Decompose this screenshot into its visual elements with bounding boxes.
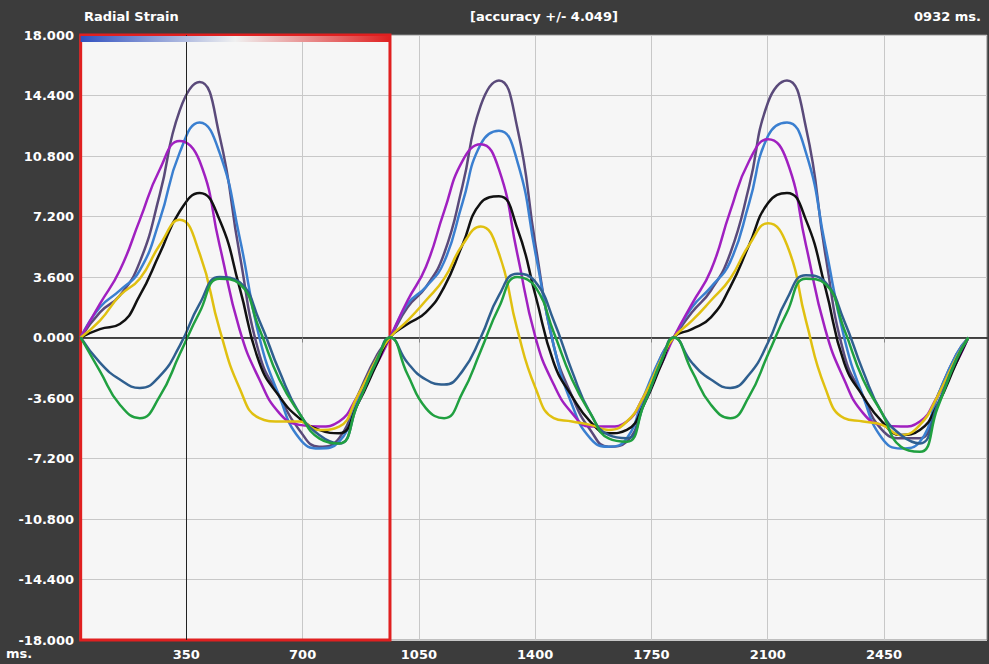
svg-text:18.000: 18.000 [24, 28, 74, 43]
svg-text:-10.800: -10.800 [18, 512, 74, 527]
svg-text:-3.600: -3.600 [27, 391, 74, 406]
svg-text:7.200: 7.200 [33, 209, 74, 224]
svg-text:[accuracy +/- 4.049]: [accuracy +/- 4.049] [470, 9, 618, 24]
svg-text:2100: 2100 [750, 647, 786, 662]
svg-text:-14.400: -14.400 [18, 572, 74, 587]
svg-text:2450: 2450 [866, 647, 902, 662]
svg-text:3.600: 3.600 [33, 270, 74, 285]
svg-text:14.400: 14.400 [24, 88, 74, 103]
svg-text:ms.: ms. [6, 646, 32, 661]
svg-text:-18.000: -18.000 [18, 632, 74, 648]
svg-text:-7.200: -7.200 [27, 451, 74, 466]
svg-text:10.800: 10.800 [24, 149, 74, 164]
svg-text:700: 700 [289, 647, 316, 662]
svg-text:Radial Strain: Radial Strain [84, 9, 179, 24]
svg-text:1050: 1050 [401, 647, 437, 662]
svg-text:0932 ms.: 0932 ms. [914, 9, 981, 24]
svg-text:0.000: 0.000 [33, 330, 74, 345]
svg-text:350: 350 [173, 647, 200, 662]
svg-text:1400: 1400 [517, 647, 553, 662]
svg-text:1750: 1750 [633, 647, 669, 662]
